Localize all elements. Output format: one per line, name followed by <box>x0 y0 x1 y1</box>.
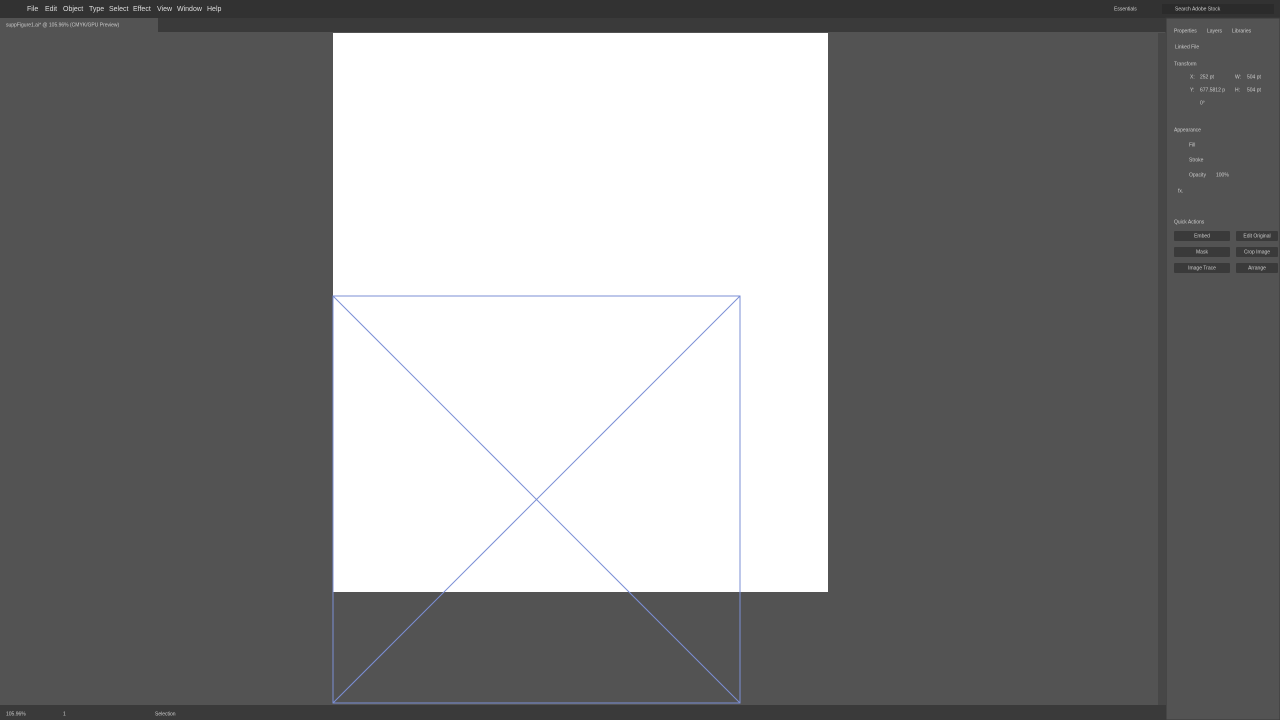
menu-item[interactable]: Edit <box>45 6 57 13</box>
panel-y-label: Y: <box>1190 87 1194 93</box>
menu-item[interactable]: Effect <box>133 6 151 13</box>
tool-name: Selection <box>155 711 176 717</box>
panel-y: 677.5812 p <box>1200 87 1225 93</box>
button[interactable] <box>1236 231 1278 241</box>
panel-quick: Quick Actions <box>1174 219 1205 225</box>
button[interactable] <box>1236 263 1278 273</box>
scrollbar[interactable] <box>1158 33 1166 705</box>
panel-fill: Fill <box>1189 142 1195 148</box>
button-label: Mask <box>1196 249 1208 255</box>
panel-linked: Linked File <box>1175 44 1199 50</box>
panel-tab[interactable]: Properties <box>1174 28 1197 34</box>
panel-tab[interactable]: Libraries <box>1232 28 1252 34</box>
panel-x-label: X: <box>1190 74 1195 80</box>
button[interactable] <box>1174 231 1230 241</box>
menu-bar <box>0 0 1280 18</box>
button[interactable] <box>1174 247 1230 257</box>
zoom[interactable]: 105.96% <box>6 711 26 717</box>
button-label: Embed <box>1194 233 1210 239</box>
properties-panel <box>1165 17 1280 720</box>
panel-stroke: Stroke <box>1189 157 1204 163</box>
menu-item[interactable]: Select <box>109 6 129 13</box>
status-bar <box>0 705 1166 720</box>
workspace[interactable]: Essentials <box>1114 6 1137 12</box>
panel-transform: Transform <box>1174 61 1197 67</box>
button-label: Arrange <box>1248 265 1266 271</box>
panel-angle: 0° <box>1200 100 1205 106</box>
button[interactable] <box>1236 247 1278 257</box>
artboard <box>333 33 828 592</box>
button-label: Crop Image <box>1244 249 1270 255</box>
button-label: Edit Original <box>1243 233 1270 239</box>
panel-x: 252 pt <box>1200 74 1215 80</box>
panel-fx: fx. <box>1178 188 1183 194</box>
menu-item[interactable]: Object <box>63 6 83 13</box>
selection-box <box>332 295 741 704</box>
menu-item[interactable]: Window <box>177 6 203 13</box>
button[interactable] <box>1174 263 1230 273</box>
panel-h: 504 pt <box>1247 87 1262 93</box>
doc-tab-title: suppFigure1.ai* @ 105.96% (CMYK/GPU Prev… <box>6 22 120 28</box>
menu-item[interactable]: File <box>27 6 38 13</box>
panel-tab[interactable]: Layers <box>1207 28 1223 34</box>
search-box[interactable] <box>1162 4 1274 14</box>
button-label: Image Trace <box>1188 265 1216 271</box>
page-number[interactable]: 1 <box>63 711 66 717</box>
panel-w: 504 pt <box>1247 74 1262 80</box>
menu-item[interactable]: Help <box>207 6 222 13</box>
panel-h-label: H: <box>1235 87 1240 93</box>
panel-opacity-label: Opacity <box>1189 172 1206 178</box>
panel-opacity: 100% <box>1216 172 1229 178</box>
menu-item[interactable]: View <box>157 6 173 13</box>
search: Search Adobe Stock <box>1175 6 1221 12</box>
panel-appearance: Appearance <box>1174 127 1201 133</box>
tab-bar <box>0 18 1166 32</box>
menu-item[interactable]: Type <box>89 6 104 13</box>
panel-w-label: W: <box>1235 74 1241 80</box>
doc-tab[interactable] <box>0 18 158 32</box>
